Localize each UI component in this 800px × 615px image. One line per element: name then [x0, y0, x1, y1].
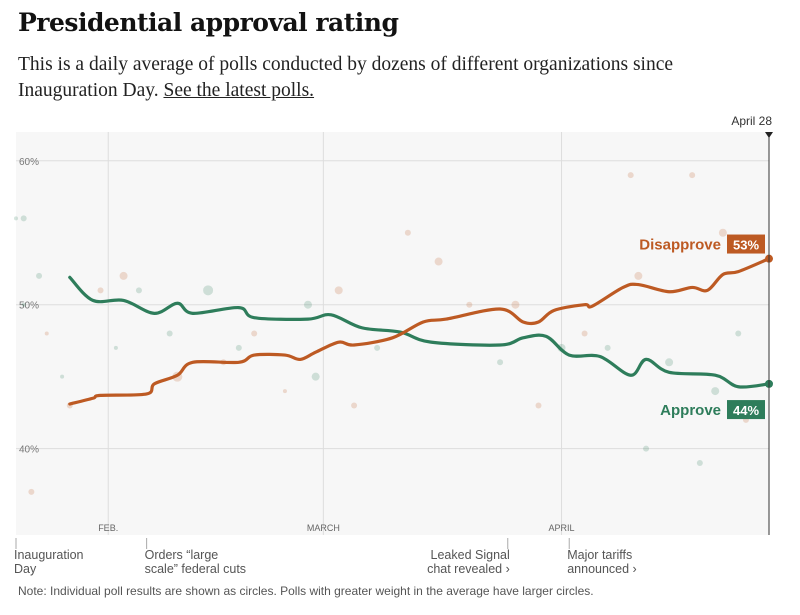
poll-circle — [235, 344, 242, 351]
annotation-label: chat revealed › — [427, 562, 510, 576]
poll-circle — [282, 389, 287, 394]
subtitle: This is a daily average of polls conduct… — [18, 52, 678, 104]
annotation-label: Day — [14, 562, 37, 576]
chart-note: Note: Individual poll results are shown … — [18, 584, 594, 598]
poll-circle — [581, 330, 588, 337]
poll-circle — [251, 330, 258, 337]
y-tick-label: 60% — [19, 157, 39, 168]
poll-circle — [535, 402, 542, 409]
poll-circle — [303, 300, 312, 309]
approve-value-badge — [727, 400, 765, 420]
y-tick-label: 50% — [19, 301, 39, 312]
poll-circle — [689, 172, 696, 179]
poll-circle — [44, 331, 49, 336]
poll-circle — [643, 445, 650, 452]
disapprove-value-badge — [727, 234, 765, 254]
poll-circle — [351, 402, 358, 409]
end-marker-label: April 28 — [731, 114, 772, 128]
poll-circle — [113, 345, 118, 350]
poll-circle — [466, 301, 473, 308]
plot-background — [16, 132, 769, 535]
poll-circle — [627, 172, 634, 179]
poll-circle — [311, 372, 320, 381]
end-marker-triangle-icon — [765, 132, 773, 138]
poll-circle — [135, 287, 142, 294]
disapprove-value-label: 53% — [733, 238, 759, 253]
annotation-label: announced › — [567, 562, 637, 576]
annotation-label: Inauguration — [14, 548, 84, 562]
poll-circle — [696, 460, 703, 467]
poll-circle — [665, 358, 674, 367]
approve-series-label: Approve — [660, 402, 721, 419]
poll-circle — [634, 271, 643, 280]
page-title: Presidential approval rating — [18, 8, 399, 37]
poll-circle — [60, 374, 65, 379]
poll-circle — [374, 344, 381, 351]
disapprove-series-label: Disapprove — [639, 237, 721, 254]
poll-circle — [20, 215, 27, 222]
approve-line — [68, 275, 771, 389]
x-tick-label: FEB. — [98, 523, 118, 533]
poll-circle — [735, 330, 742, 337]
approval-chart: 60% 50% 40% FEB. MARCH APRIL 44% Approve 53% Disa… — [14, 114, 773, 576]
poll-circle — [119, 271, 128, 280]
y-tick-label: 40% — [19, 445, 39, 456]
poll-circle — [97, 287, 104, 294]
poll-circle — [718, 228, 727, 237]
poll-circle — [14, 216, 18, 221]
annotation-label: scale” federal cuts — [145, 562, 246, 576]
approve-value-label: 44% — [733, 403, 759, 418]
poll-circle — [203, 285, 214, 296]
annotation-label: Orders “large — [145, 548, 219, 562]
poll-circle — [36, 272, 43, 279]
poll-circle — [21, 302, 26, 307]
poll-circle — [511, 300, 520, 309]
poll-circle — [711, 387, 720, 396]
annotation-label: Leaked Signal — [431, 548, 510, 562]
disapprove-line — [68, 257, 771, 406]
poll-circle — [28, 488, 35, 495]
poll-circle — [334, 286, 343, 295]
poll-circle — [497, 359, 504, 366]
x-tick-label: MARCH — [307, 523, 340, 533]
subtitle-text: This is a daily average of polls conduct… — [18, 54, 674, 101]
poll-circle — [404, 229, 411, 236]
x-tick-label: APRIL — [549, 523, 575, 533]
latest-polls-link[interactable]: See the latest polls. — [163, 80, 315, 101]
poll-circle — [166, 330, 173, 337]
poll-circle — [434, 257, 443, 266]
poll-circle — [604, 344, 611, 351]
annotation-label: Major tariffs — [567, 548, 632, 562]
